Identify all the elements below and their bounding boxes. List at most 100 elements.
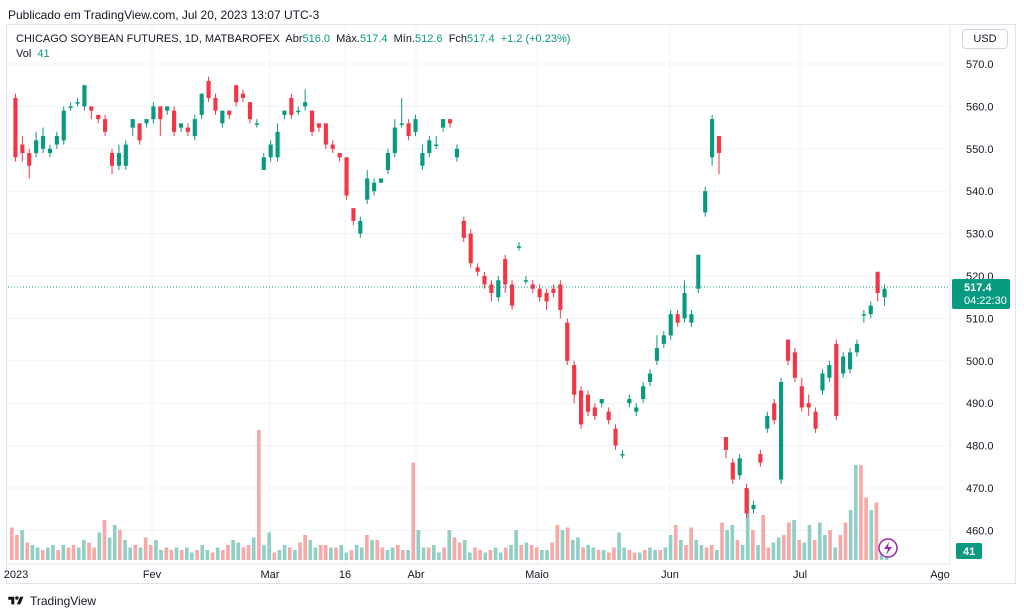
volume-bar (807, 525, 812, 560)
volume-bar (200, 545, 205, 560)
candle-body (861, 314, 866, 316)
candle-body (510, 284, 515, 306)
candle-body (854, 343, 860, 353)
candle-body (344, 157, 349, 196)
candle-body (723, 437, 728, 450)
open-label: Abr (285, 33, 303, 45)
candle-body (282, 110, 287, 115)
candle-body (247, 102, 253, 120)
open-value: 516.0 (302, 33, 331, 45)
volume-bar (653, 550, 657, 560)
candle-body (82, 85, 87, 107)
volume-bar (709, 545, 714, 560)
candle-body (144, 119, 149, 124)
candle-body (178, 123, 184, 128)
volume-bar (20, 530, 24, 560)
candle-body (172, 110, 177, 132)
volume-bar (606, 552, 611, 560)
volume-bar (329, 547, 333, 560)
volume-bar (462, 540, 467, 560)
x-tick-label: Jul (793, 569, 807, 581)
candle-body (868, 305, 873, 315)
volume-bar (761, 515, 765, 560)
volume-bar (673, 525, 678, 560)
candle-body (61, 110, 66, 141)
price-label-countdown: 04:22:30 (964, 295, 1007, 307)
volume-bar (282, 545, 287, 560)
candle-body (68, 106, 73, 108)
volume-bar (519, 545, 524, 560)
volume-bar (581, 547, 585, 560)
volume-bar (133, 545, 138, 560)
volume-bar (375, 540, 380, 560)
candle-body (241, 93, 246, 98)
high-label: Máx. (336, 33, 360, 45)
candle-body (47, 148, 53, 154)
candle-body (703, 191, 708, 213)
volume-bar (570, 540, 575, 560)
candle-body (744, 488, 749, 514)
volume-bar (529, 545, 534, 560)
candle-body (468, 233, 473, 264)
chart-area[interactable] (6, 24, 1016, 584)
volume-bar (699, 545, 704, 560)
candle-body (641, 386, 646, 399)
volume-bar (395, 545, 400, 560)
candle-body (109, 153, 115, 166)
volume-bar (303, 535, 307, 560)
footer-brand: TradingView (30, 594, 97, 608)
x-tick-label: 16 (339, 569, 351, 581)
volume-bar (323, 545, 328, 560)
volume-bar (416, 530, 421, 560)
candle-body (96, 114, 101, 120)
x-tick-label: Maio (525, 569, 549, 581)
candle-body (227, 110, 232, 115)
candle-body (275, 131, 280, 158)
candle-body (220, 110, 225, 124)
volume-bar (431, 545, 436, 560)
volume-bar (550, 542, 554, 560)
lightning-icon (878, 538, 898, 558)
volume-bar (118, 530, 122, 560)
volume-bar (112, 525, 117, 560)
volume-bar (123, 540, 127, 560)
volume-bar (195, 550, 199, 560)
y-tick-label: 500.0 (966, 356, 994, 368)
candle-body (337, 153, 342, 158)
x-tick-label: Fev (143, 569, 162, 581)
volume-bar (272, 552, 277, 560)
candle-body (323, 123, 328, 145)
volume-bar (524, 542, 529, 560)
candle-body (213, 97, 218, 111)
currency-button[interactable]: USD (962, 29, 1008, 49)
candle-body (475, 267, 480, 272)
candle-body (751, 504, 756, 510)
candle-body (303, 102, 308, 107)
volume-bar (15, 535, 19, 560)
volume-bar (560, 530, 565, 560)
y-tick-label: 460.0 (966, 525, 994, 537)
candle-body (737, 458, 742, 476)
volume-bar (725, 530, 729, 560)
volume-bar (25, 542, 30, 560)
candle-body (234, 85, 239, 103)
candle-body (806, 403, 811, 408)
volume-bar (679, 540, 683, 560)
volume-bar (792, 520, 796, 560)
y-tick-label: 560.0 (966, 101, 994, 113)
volume-bar (71, 545, 76, 560)
candle-body (551, 288, 556, 293)
volume-bar (812, 540, 817, 560)
lightning-icon-bolt (884, 542, 892, 555)
candle-body (185, 127, 190, 132)
volume-bar (277, 550, 282, 560)
volume-bar (617, 532, 621, 560)
y-tick-label: 470.0 (966, 483, 994, 495)
volume-bar (668, 535, 673, 560)
volume-bar (704, 547, 709, 560)
volume-bar (257, 430, 261, 560)
volume-bar (823, 535, 827, 560)
x-tick-label: 2023 (4, 569, 28, 581)
volume-bar (128, 547, 133, 560)
